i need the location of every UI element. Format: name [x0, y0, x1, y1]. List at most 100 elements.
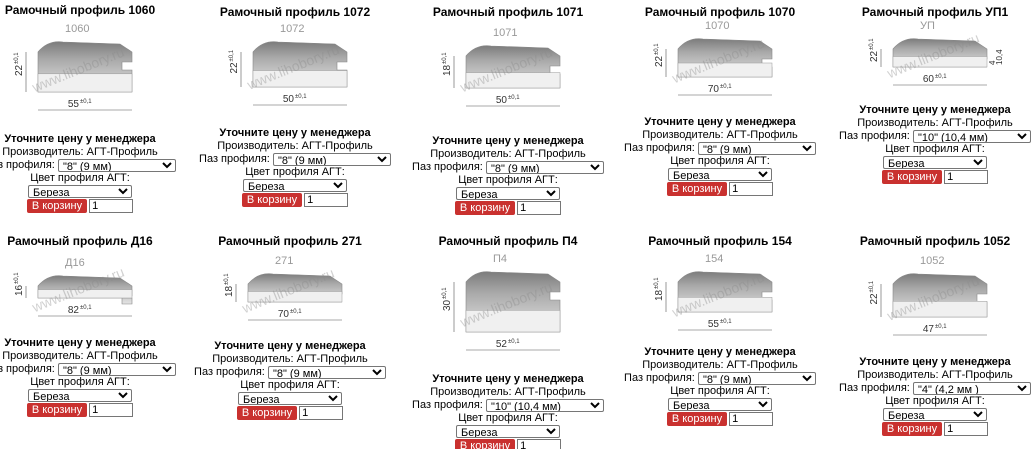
- profile-face: [247, 291, 343, 303]
- price-note: Уточните цену у менеджера: [859, 356, 1011, 368]
- width-tolerance: ±0,1: [935, 74, 947, 80]
- color-row: Береза: [408, 187, 608, 200]
- product-title: Рамочный профиль 1060: [4, 3, 156, 17]
- quantity-input[interactable]: [944, 170, 989, 184]
- height-value: 16: [14, 284, 25, 296]
- product-info: Уточните цену у менеджера Производитель: …: [190, 340, 390, 422]
- buy-row: В корзину: [0, 403, 180, 419]
- groove-select[interactable]: "8" (9 мм): [697, 142, 816, 155]
- profile-face: [677, 62, 773, 78]
- groove-label: Паз профиля:: [194, 366, 265, 378]
- quantity-input[interactable]: [517, 201, 562, 215]
- color-select[interactable]: Береза: [883, 408, 987, 421]
- quantity-input[interactable]: [89, 403, 134, 417]
- width-value: 55: [708, 319, 720, 330]
- price-note: Уточните цену у менеджера: [219, 127, 371, 139]
- height-dimension: 30±0,1: [442, 287, 453, 311]
- product-info: Уточните цену у менеджера Производитель: …: [0, 337, 180, 419]
- manufacturer: Производитель: АГТ-Профиль: [857, 369, 1013, 381]
- product-title: Рамочный профиль УП1: [861, 5, 1009, 19]
- add-to-cart-button[interactable]: В корзину: [26, 199, 88, 213]
- color-row: Береза: [195, 179, 395, 192]
- groove-label: Паз профиля:: [0, 363, 55, 375]
- quantity-input[interactable]: [729, 412, 774, 426]
- color-select[interactable]: Береза: [28, 389, 132, 402]
- drawing-label: 1071: [493, 27, 517, 39]
- height-tolerance: ±0,1: [442, 287, 448, 299]
- product-title: Рамочный профиль 1072: [219, 5, 371, 19]
- profile-face: [677, 297, 773, 313]
- quantity-input[interactable]: [89, 199, 134, 213]
- buy-row: В корзину: [620, 182, 820, 198]
- buy-row: В корзину: [620, 412, 820, 428]
- color-select[interactable]: Береза: [456, 425, 560, 438]
- color-label: Цвет профиля АГТ:: [30, 172, 130, 184]
- color-select[interactable]: Береза: [668, 398, 772, 411]
- manufacturer: Производитель: АГТ-Профиль: [430, 386, 586, 398]
- groove-select[interactable]: "8" (9 мм): [267, 366, 386, 379]
- quantity-input[interactable]: [517, 439, 562, 449]
- color-select[interactable]: Береза: [883, 156, 987, 169]
- manufacturer: Производитель: АГТ-Профиль: [430, 148, 586, 160]
- color-select[interactable]: Береза: [243, 179, 347, 192]
- add-to-cart-button[interactable]: В корзину: [881, 422, 943, 436]
- buy-row: В корзину: [835, 422, 1034, 438]
- quantity-input[interactable]: [729, 182, 774, 196]
- groove-select[interactable]: "10" (10,4 мм): [485, 399, 604, 412]
- color-select[interactable]: Береза: [238, 392, 342, 405]
- add-to-cart-button[interactable]: В корзину: [666, 412, 728, 426]
- product-info: Уточните цену у менеджера Производитель: …: [835, 104, 1034, 186]
- groove-row: Паз профиля: "10" (10,4 мм): [835, 130, 1034, 143]
- groove-select[interactable]: "10" (10,4 мм): [912, 130, 1031, 143]
- height-dimension: 22±0,1: [869, 38, 880, 62]
- add-to-cart-button[interactable]: В корзину: [454, 439, 516, 449]
- extra-dimension: 10,4: [995, 49, 1004, 65]
- product-title: Рамочный профиль 1071: [432, 5, 584, 19]
- product-info: Уточните цену у менеджера Производитель: …: [620, 116, 820, 198]
- color-row: Береза: [190, 392, 390, 405]
- product-info: Уточните цену у менеджера Производитель: …: [408, 373, 608, 449]
- height-dimension: 18±0,1: [442, 52, 453, 76]
- manufacturer: Производитель: АГТ-Профиль: [2, 350, 158, 362]
- height-tolerance: ±0,1: [869, 280, 875, 292]
- add-to-cart-button[interactable]: В корзину: [881, 170, 943, 184]
- groove-select[interactable]: "8" (9 мм): [272, 153, 391, 166]
- profile-face: [252, 70, 348, 88]
- width-tolerance: ±0,1: [720, 319, 732, 325]
- color-select[interactable]: Береза: [28, 185, 132, 198]
- buy-row: В корзину: [190, 406, 390, 422]
- groove-select[interactable]: "8" (9 мм): [57, 363, 176, 376]
- color-label: Цвет профиля АГТ:: [30, 376, 130, 388]
- add-to-cart-button[interactable]: В корзину: [236, 406, 298, 420]
- quantity-input[interactable]: [944, 422, 989, 436]
- quantity-input[interactable]: [304, 193, 349, 207]
- height-value: 22: [654, 55, 665, 67]
- add-to-cart-button[interactable]: В корзину: [26, 403, 88, 417]
- height-value: 22: [869, 293, 880, 305]
- color-row: Береза: [835, 408, 1034, 421]
- add-to-cart-button[interactable]: В корзину: [666, 182, 728, 196]
- groove-select[interactable]: "8" (9 мм): [57, 159, 176, 172]
- groove-select[interactable]: "8" (9 мм): [485, 161, 604, 174]
- height-value: 18: [442, 64, 453, 76]
- profile-face: [37, 73, 133, 93]
- groove-select[interactable]: "8" (9 мм): [697, 372, 816, 385]
- groove-select[interactable]: "4" (4,2 мм ): [912, 382, 1031, 395]
- product-info: Уточните цену у менеджера Производитель: …: [0, 133, 180, 215]
- height-dimension: 22±0,1: [229, 49, 240, 73]
- color-select[interactable]: Береза: [456, 187, 560, 200]
- quantity-input[interactable]: [299, 406, 344, 420]
- add-to-cart-button[interactable]: В корзину: [241, 193, 303, 207]
- width-value: 52: [496, 339, 508, 350]
- height-dimension: 16±0,1: [14, 272, 25, 296]
- color-select[interactable]: Береза: [668, 168, 772, 181]
- drawing-label: УП: [920, 20, 935, 32]
- add-to-cart-button[interactable]: В корзину: [454, 201, 516, 215]
- height-value: 18: [654, 289, 665, 301]
